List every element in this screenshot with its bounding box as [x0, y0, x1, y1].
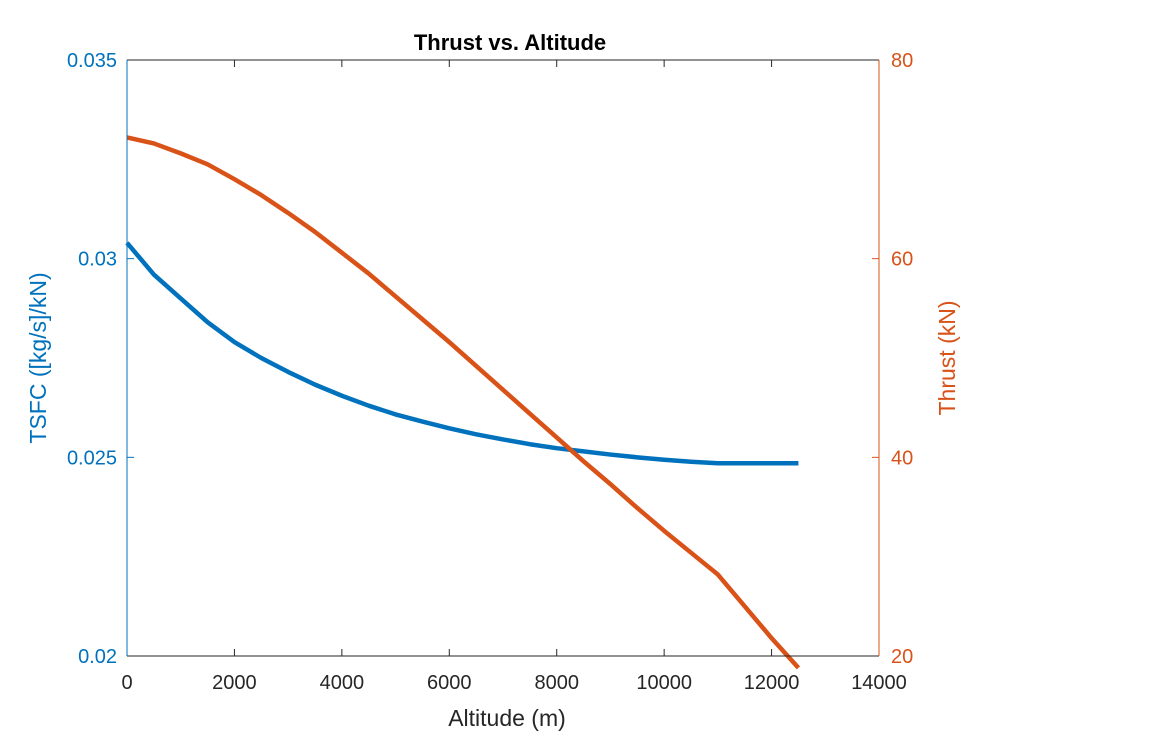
y-left-tick-label: 0.025	[67, 447, 117, 469]
x-tick-label: 12000	[744, 672, 800, 694]
x-tick-label: 14000	[851, 672, 907, 694]
y-right-tick-label: 40	[891, 447, 913, 469]
x-axis-title: Altitude (m)	[448, 705, 566, 731]
y-right-tick-label: 80	[891, 50, 913, 72]
y-right-tick-label: 60	[891, 249, 913, 271]
x-tick-label: 4000	[320, 672, 365, 694]
x-tick-label: 8000	[534, 672, 579, 694]
y-axis-left: 0.02 0.025 0.03 0.035	[67, 50, 134, 668]
plot-area	[127, 60, 879, 656]
x-tick-label: 2000	[212, 672, 257, 694]
y-axis-right-title: Thrust (kN)	[934, 301, 960, 416]
y-right-tick-label: 20	[891, 646, 913, 668]
x-tick-label: 0	[121, 672, 132, 694]
series-group	[125, 135, 801, 670]
series-thrust-line	[126, 135, 801, 670]
chart-title: Thrust vs. Altitude	[414, 30, 606, 55]
y-left-tick-label: 0.03	[78, 249, 117, 271]
plot-frame	[126, 59, 880, 657]
series-tsfc-line	[125, 241, 799, 466]
y-left-tick-label: 0.02	[78, 646, 117, 668]
x-axis: 0 2000 4000 6000 8000 10000 12000 14000	[121, 60, 907, 694]
y-left-tick-label: 0.035	[67, 50, 117, 72]
y-axis-right: 20 40 60 80	[872, 50, 913, 668]
y-axis-left-title: TSFC ([kg/s]/kN)	[25, 272, 51, 443]
x-tick-label: 6000	[427, 672, 472, 694]
x-tick-label: 10000	[636, 672, 692, 694]
